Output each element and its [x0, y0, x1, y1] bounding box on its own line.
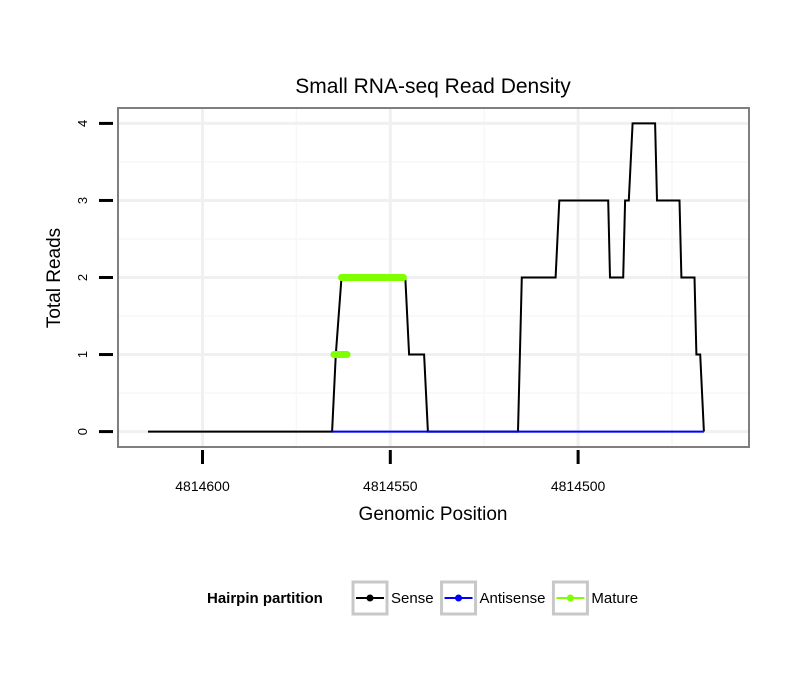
y-tick-label: 2 — [75, 274, 90, 281]
legend-key-point — [455, 594, 463, 602]
legend-title: Hairpin partition — [207, 590, 323, 607]
x-axis: 4814600 4814550 4814500 — [175, 450, 606, 494]
series-layer — [148, 122, 705, 433]
legend-label: Mature — [591, 590, 638, 607]
y-tick-label: 3 — [75, 197, 90, 204]
legend-label: Sense — [391, 590, 434, 607]
x-tick-label: 4814550 — [363, 478, 418, 494]
x-tick-label: 4814600 — [175, 478, 230, 494]
legend-item-mature: Mature — [551, 580, 638, 616]
y-axis-title: Total Reads — [44, 228, 65, 328]
y-tick-label: 1 — [75, 351, 90, 358]
plot-border — [117, 107, 750, 448]
legend-item-sense: Sense — [351, 580, 434, 616]
legend-key-point — [566, 594, 574, 602]
series-line-sense — [148, 122, 705, 433]
legend: Hairpin partition Sense Antisense Mature — [207, 580, 638, 616]
chart-title: Small RNA-seq Read Density — [295, 75, 571, 98]
x-tick-label: 4814500 — [551, 478, 606, 494]
legend-label: Antisense — [480, 590, 546, 607]
legend-key-point — [366, 594, 374, 602]
y-axis: 0 1 2 3 4 — [75, 120, 113, 435]
legend-item-antisense: Antisense — [440, 580, 546, 616]
x-axis-title: Genomic Position — [359, 504, 508, 525]
y-tick-label: 4 — [75, 120, 90, 127]
y-tick-label: 0 — [75, 428, 90, 435]
